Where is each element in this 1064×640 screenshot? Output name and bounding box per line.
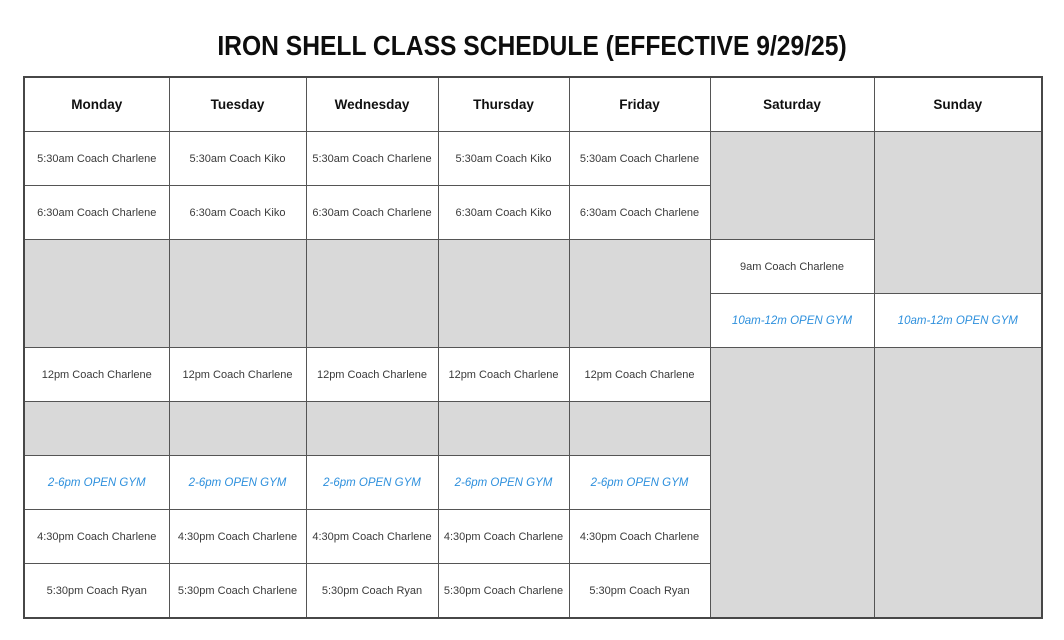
cell-tuesday-630am: 6:30am Coach Kiko <box>168 185 307 240</box>
cell-tuesday-530am: 5:30am Coach Kiko <box>168 131 307 186</box>
cell-tuesday-12pm: 12pm Coach Charlene <box>168 347 307 402</box>
row-weekend-open-gym: 10am-12m OPEN GYM 10am-12m OPEN GYM <box>24 293 1043 348</box>
day-header-row: Monday Tuesday Wednesday Thursday Friday… <box>23 76 1043 132</box>
cell-thursday-early-afternoon-blocked <box>437 401 570 456</box>
cell-monday-open-gym: 2-6pm OPEN GYM <box>23 455 170 510</box>
cell-saturday-9am: 9am Coach Charlene <box>709 239 875 294</box>
cell-friday-530pm: 5:30pm Coach Ryan <box>568 563 711 619</box>
cell-monday-530pm: 5:30pm Coach Ryan <box>23 563 170 619</box>
cell-wednesday-430pm: 4:30pm Coach Charlene <box>305 509 439 564</box>
cell-saturday-afternoon-blocked <box>709 347 875 619</box>
class-schedule-table: Monday Tuesday Wednesday Thursday Friday… <box>23 76 1043 619</box>
cell-monday-530am: 5:30am Coach Charlene <box>23 131 170 186</box>
cell-thursday-open-gym: 2-6pm OPEN GYM <box>437 455 570 510</box>
row-weekday-open-gym: 2-6pm OPEN GYM 2-6pm OPEN GYM 2-6pm OPEN… <box>23 455 1042 510</box>
cell-thursday-midmorning-blocked <box>437 239 570 348</box>
cell-monday-midmorning-blocked <box>23 239 170 348</box>
row-12pm: 12pm Coach Charlene 12pm Coach Charlene … <box>23 347 1043 619</box>
cell-sunday-afternoon-blocked <box>873 347 1043 619</box>
cell-friday-12pm: 12pm Coach Charlene <box>568 347 711 402</box>
cell-tuesday-530pm: 5:30pm Coach Charlene <box>168 563 307 619</box>
day-header-sunday: Sunday <box>873 76 1043 132</box>
cell-sunday-morning-blocked <box>873 131 1043 294</box>
day-header-monday: Monday <box>23 76 170 132</box>
cell-friday-early-afternoon-blocked <box>568 401 711 456</box>
cell-tuesday-early-afternoon-blocked <box>168 401 307 456</box>
day-header-saturday: Saturday <box>709 76 875 132</box>
cell-wednesday-open-gym: 2-6pm OPEN GYM <box>305 455 439 510</box>
cell-saturday-early-morning-blocked <box>709 131 875 240</box>
cell-friday-530am: 5:30am Coach Charlene <box>568 131 711 186</box>
cell-wednesday-530am: 5:30am Coach Charlene <box>305 131 439 186</box>
day-header-thursday: Thursday <box>437 76 570 132</box>
cell-tuesday-430pm: 4:30pm Coach Charlene <box>168 509 307 564</box>
cell-wednesday-early-afternoon-blocked <box>305 401 439 456</box>
cell-friday-430pm: 4:30pm Coach Charlene <box>568 509 711 564</box>
row-9am: 9am Coach Charlene <box>23 239 1042 348</box>
row-530am: 5:30am Coach Charlene 5:30am Coach Kiko … <box>23 131 1043 294</box>
cell-monday-430pm: 4:30pm Coach Charlene <box>23 509 170 564</box>
page-title: IRON SHELL CLASS SCHEDULE (EFFECTIVE 9/2… <box>217 30 847 61</box>
cell-monday-630am: 6:30am Coach Charlene <box>23 185 170 240</box>
cell-thursday-630am: 6:30am Coach Kiko <box>437 185 570 240</box>
cell-friday-midmorning-blocked <box>568 239 711 348</box>
row-430pm: 4:30pm Coach Charlene 4:30pm Coach Charl… <box>23 509 1042 564</box>
cell-thursday-530pm: 5:30pm Coach Charlene <box>437 563 570 619</box>
cell-monday-12pm: 12pm Coach Charlene <box>23 347 170 402</box>
cell-friday-open-gym: 2-6pm OPEN GYM <box>568 455 711 510</box>
row-530pm: 5:30pm Coach Ryan 5:30pm Coach Charlene … <box>23 563 1042 619</box>
cell-wednesday-midmorning-blocked <box>305 239 439 348</box>
day-header-tuesday: Tuesday <box>168 76 307 132</box>
day-header-wednesday: Wednesday <box>305 76 439 132</box>
cell-thursday-430pm: 4:30pm Coach Charlene <box>437 509 570 564</box>
cell-tuesday-midmorning-blocked <box>168 239 307 348</box>
cell-friday-630am: 6:30am Coach Charlene <box>568 185 711 240</box>
cell-wednesday-12pm: 12pm Coach Charlene <box>305 347 439 402</box>
row-early-afternoon-blocked <box>23 401 1042 456</box>
cell-sunday-open-gym: 10am-12m OPEN GYM <box>873 293 1043 348</box>
cell-saturday-open-gym: 10am-12m OPEN GYM <box>709 293 875 348</box>
row-630am: 6:30am Coach Charlene 6:30am Coach Kiko … <box>23 185 1042 240</box>
day-header-friday: Friday <box>568 76 711 132</box>
cell-monday-early-afternoon-blocked <box>23 401 170 456</box>
cell-thursday-12pm: 12pm Coach Charlene <box>437 347 570 402</box>
cell-thursday-530am: 5:30am Coach Kiko <box>437 131 570 186</box>
cell-wednesday-530pm: 5:30pm Coach Ryan <box>305 563 439 619</box>
cell-tuesday-open-gym: 2-6pm OPEN GYM <box>168 455 307 510</box>
cell-wednesday-630am: 6:30am Coach Charlene <box>305 185 439 240</box>
